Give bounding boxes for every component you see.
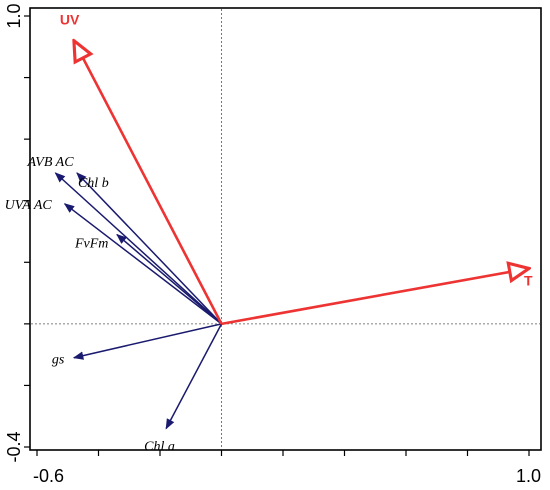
response-vector-arrow [63,203,222,325]
response-variable-label: gs [52,353,65,368]
environmental-vector-arrow [221,268,530,326]
y-tick-label: -0.4 [4,431,24,462]
response-vector-arrow [116,233,222,325]
environmental-variable-label: UV [60,12,80,28]
x-tick-label: 1.0 [516,466,541,486]
response-vector-arrow [72,323,222,360]
response-vector-arrow [76,172,223,325]
plot-frame [29,7,542,451]
environmental-variable-label: T [524,272,533,288]
response-variable-label: FvFm [74,237,108,252]
response-variable-label: UVA AC [5,198,53,213]
environmental-vector-arrow [74,41,223,325]
x-tick-label: -0.6 [33,466,64,486]
response-variable-label: Chl b [78,176,109,191]
response-variable-label: Chl a [144,440,175,455]
y-tick-label: 1.0 [4,3,24,28]
response-vector-arrow [165,323,223,430]
response-variable-label: AVB AC [26,155,74,170]
response-vector-arrow [54,172,223,325]
